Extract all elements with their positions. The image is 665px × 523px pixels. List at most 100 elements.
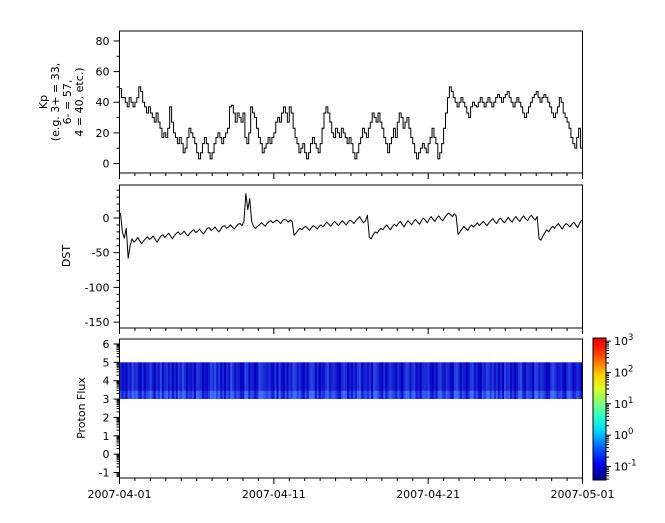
flux-spectrogram-column xyxy=(326,362,330,391)
flux-spectrogram-column xyxy=(512,362,515,391)
flux-spectrogram-column xyxy=(244,390,247,400)
flux-spectrogram-column xyxy=(512,390,515,400)
flux-spectrogram-column xyxy=(413,362,416,391)
flux-spectrogram-column xyxy=(548,390,551,400)
flux-spectrogram-column xyxy=(268,362,271,391)
flux-spectrogram-column xyxy=(270,390,273,400)
flux-spectrogram-column xyxy=(447,362,450,391)
kp-step-line xyxy=(119,86,583,160)
flux-spectrogram-column xyxy=(127,362,130,391)
flux-spectrogram-column xyxy=(532,362,535,391)
flux-spectrogram-column xyxy=(457,362,461,391)
proton-flux-panel-ytick-label: 2 xyxy=(103,411,110,424)
flux-spectrogram-column xyxy=(455,390,459,400)
flux-spectrogram-column xyxy=(212,362,215,391)
flux-spectrogram-column xyxy=(300,390,304,400)
flux-spectrogram-column xyxy=(218,362,221,391)
flux-spectrogram-column xyxy=(153,362,157,391)
flux-spectrogram-column xyxy=(574,390,577,400)
flux-spectrogram-column xyxy=(274,362,277,391)
flux-spectrogram-column xyxy=(556,362,559,391)
flux-spectrogram-column xyxy=(353,362,356,391)
flux-spectrogram-column xyxy=(254,362,257,391)
flux-spectrogram-column xyxy=(157,362,161,391)
flux-spectrogram-column xyxy=(189,362,193,391)
flux-spectrogram-column xyxy=(359,362,362,391)
flux-spectrogram-column xyxy=(139,390,142,400)
flux-spectrogram-column xyxy=(208,390,211,400)
flux-spectrogram-column xyxy=(296,390,300,400)
flux-spectrogram-column xyxy=(532,390,535,400)
flux-spectrogram-column xyxy=(155,390,159,400)
flux-spectrogram-column xyxy=(479,390,483,400)
flux-spectrogram-column xyxy=(439,390,442,400)
flux-spectrogram-column xyxy=(153,390,157,400)
flux-spectrogram-column xyxy=(465,390,469,400)
flux-spectrogram-column xyxy=(135,362,138,391)
flux-spectrogram-column xyxy=(298,362,302,391)
flux-spectrogram-column xyxy=(242,362,245,391)
flux-spectrogram-column xyxy=(568,362,571,391)
flux-spectrogram-column xyxy=(542,362,545,391)
flux-spectrogram-column xyxy=(167,362,171,391)
proton-flux-panel-ytick-label: 3 xyxy=(103,393,110,406)
flux-spectrogram-column xyxy=(391,362,394,391)
flux-spectrogram-column xyxy=(403,362,406,391)
flux-spectrogram-column xyxy=(429,362,432,391)
flux-spectrogram-column xyxy=(240,362,243,391)
flux-spectrogram-column xyxy=(244,362,247,391)
flux-spectrogram-column xyxy=(151,362,155,391)
flux-spectrogram-column xyxy=(397,390,400,400)
flux-spectrogram-column xyxy=(161,362,165,391)
flux-spectrogram-column xyxy=(538,390,541,400)
flux-spectrogram-column xyxy=(228,390,231,400)
flux-spectrogram-column xyxy=(135,390,138,400)
flux-spectrogram-column xyxy=(246,390,249,400)
flux-spectrogram-column xyxy=(173,362,177,391)
flux-spectrogram-column xyxy=(129,390,132,400)
flux-spectrogram-column xyxy=(351,390,354,400)
flux-spectrogram-column xyxy=(266,390,269,400)
flux-spectrogram-column xyxy=(506,390,509,400)
flux-spectrogram-column xyxy=(536,362,539,391)
flux-spectrogram-column xyxy=(177,362,181,391)
flux-spectrogram-column xyxy=(501,390,505,400)
colorbar-tick-label: 102 xyxy=(614,364,633,379)
flux-spectrogram-column xyxy=(342,362,346,391)
flux-spectrogram-column xyxy=(399,390,402,400)
flux-spectrogram-column xyxy=(348,362,352,391)
flux-spectrogram-column xyxy=(181,390,185,400)
flux-spectrogram-column xyxy=(552,362,555,391)
flux-spectrogram-column xyxy=(314,362,318,391)
flux-spectrogram-column xyxy=(250,362,253,391)
flux-spectrogram-column xyxy=(318,390,322,400)
flux-spectrogram-column xyxy=(290,362,293,391)
kp-index-panel-ytick-label: 20 xyxy=(96,127,110,140)
flux-spectrogram-column xyxy=(312,390,316,400)
flux-spectrogram-column xyxy=(302,362,306,391)
flux-spectrogram-column xyxy=(165,362,169,391)
flux-spectrogram-column xyxy=(284,362,287,391)
flux-spectrogram-column xyxy=(411,362,414,391)
flux-spectrogram-column xyxy=(491,362,495,391)
flux-spectrogram-column xyxy=(187,362,191,391)
flux-spectrogram-column xyxy=(503,390,507,400)
flux-spectrogram-column xyxy=(395,362,398,391)
flux-spectrogram-column xyxy=(516,390,519,400)
flux-spectrogram-column xyxy=(530,390,533,400)
flux-spectrogram-column xyxy=(328,362,332,391)
flux-spectrogram-column xyxy=(485,390,489,400)
flux-spectrogram-column xyxy=(198,390,201,400)
flux-spectrogram-column xyxy=(429,390,432,400)
flux-spectrogram-column xyxy=(147,390,151,400)
flux-spectrogram-column xyxy=(344,362,348,391)
flux-spectrogram-column xyxy=(127,390,130,400)
flux-spectrogram-column xyxy=(316,362,320,391)
flux-spectrogram-column xyxy=(216,390,219,400)
flux-spectrogram-column xyxy=(234,390,237,400)
flux-spectrogram-column xyxy=(520,362,523,391)
kp-index-panel-ytick-label: 40 xyxy=(96,96,110,109)
flux-spectrogram-column xyxy=(548,362,551,391)
flux-spectrogram-column xyxy=(336,362,340,391)
